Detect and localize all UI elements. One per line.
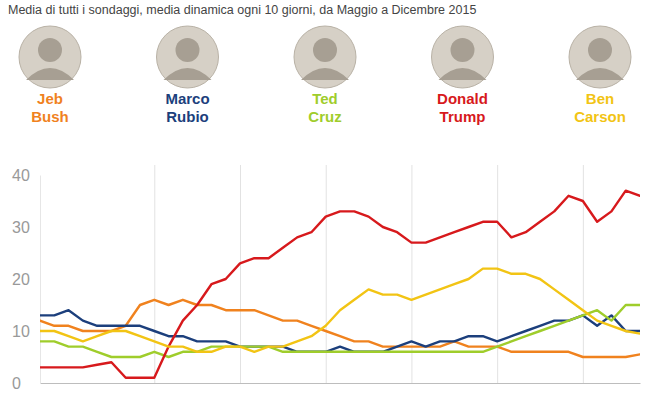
y-tick: 20 <box>12 271 40 288</box>
legend-item: MarcoRubio <box>157 26 219 125</box>
portrait-body <box>26 68 74 80</box>
x-tick <box>497 165 498 383</box>
x-tick <box>583 165 584 383</box>
legend-label: MarcoRubio <box>165 90 209 125</box>
portrait-head <box>451 38 475 62</box>
portrait-head <box>313 38 337 62</box>
y-tick: 40 <box>12 167 40 184</box>
y-tick: 10 <box>12 323 40 340</box>
legend-label-line: Marco <box>165 90 209 107</box>
y-tick-label: 30 <box>12 219 30 236</box>
y-axis: 0 10 20 30 40 <box>12 167 41 392</box>
grid-line <box>154 165 155 383</box>
legend-label-line: Rubio <box>166 108 209 125</box>
series-line <box>40 305 640 357</box>
grid-line <box>497 165 498 383</box>
series-line <box>40 300 640 357</box>
legend-label-line: Bush <box>31 108 69 125</box>
portrait <box>432 26 494 88</box>
grid-line <box>411 165 412 383</box>
subtitle: Media di tutti i sondaggi, media dinamic… <box>8 3 476 17</box>
x-axis-line <box>41 383 641 384</box>
portrait-body <box>439 68 487 80</box>
legend-label-line: Cruz <box>308 108 341 125</box>
plot-marks <box>40 191 640 378</box>
legend-label-line: Donald <box>437 90 488 107</box>
legend-label: BenCarson <box>574 90 626 125</box>
y-tick-label: 20 <box>12 271 30 288</box>
portrait-body <box>576 68 624 80</box>
chart: Media di tutti i sondaggi, media dinamic… <box>0 0 662 395</box>
legend-item: TedCruz <box>294 26 356 125</box>
portrait <box>157 26 219 88</box>
x-tick <box>411 165 412 383</box>
x-tick <box>240 165 241 383</box>
x-axis <box>41 165 641 384</box>
x-tick <box>154 165 155 383</box>
legend-label: DonaldTrump <box>437 90 488 125</box>
portrait <box>19 26 81 88</box>
series-line <box>40 310 640 352</box>
legend-item: DonaldTrump <box>432 26 494 125</box>
legend-label: JebBush <box>31 90 69 125</box>
portrait-head <box>176 38 200 62</box>
y-tick-label: 40 <box>12 167 30 184</box>
legend-label-line: Ted <box>312 90 338 107</box>
portrait-body <box>301 68 349 80</box>
y-tick: 30 <box>12 219 40 236</box>
legend-item: JebBush <box>19 26 81 125</box>
legend-item: BenCarson <box>569 26 631 125</box>
portrait <box>294 26 356 88</box>
legend: JebBush MarcoRubio TedCruz DonaldTrump BenCa… <box>19 26 631 125</box>
portrait <box>569 26 631 88</box>
legend-label-line: Carson <box>574 108 626 125</box>
y-tick-label: 10 <box>12 323 30 340</box>
legend-label: TedCruz <box>308 90 341 125</box>
portrait-head <box>38 38 62 62</box>
grid-line <box>240 165 241 383</box>
portrait-body <box>164 68 212 80</box>
y-tick: 0 <box>12 375 40 392</box>
legend-label-line: Jeb <box>37 90 63 107</box>
series-line <box>40 269 640 352</box>
y-tick-label: 0 <box>12 375 21 392</box>
legend-label-line: Ben <box>586 90 614 107</box>
portrait-head <box>588 38 612 62</box>
legend-label-line: Trump <box>440 108 486 125</box>
grid-line <box>583 165 584 383</box>
series-line <box>40 191 640 378</box>
y-axis-line <box>40 176 41 384</box>
